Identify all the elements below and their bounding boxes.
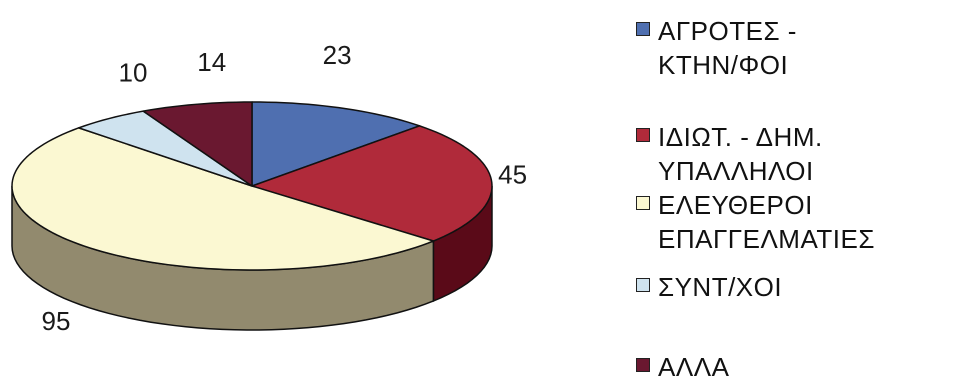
data-label-eleftheroi: 95 (42, 306, 71, 336)
legend-item-eleftheroi: ΕΛΕΥΘΕΡΟΙ ΕΠΑΓΓΕΛΜΑΤΙΕΣ (636, 188, 875, 256)
legend-item-alla: ΑΛΛΑ (636, 350, 729, 384)
data-labels: 23 45 95 10 14 (42, 40, 528, 336)
pie-chart-plot: 23 45 95 10 14 (11, 40, 528, 336)
data-label-agrotes: 23 (323, 40, 352, 70)
data-label-idiotikoi: 45 (498, 160, 527, 190)
pie-tops (11, 101, 493, 271)
data-label-syntaxiouxoi: 10 (119, 57, 148, 87)
legend-swatch-agrotes (636, 22, 650, 36)
legend-item-idiotikoi: ΙΔΙΩΤ. - ΔΗΜ. ΥΠΑΛΛΗΛΟΙ (636, 120, 823, 188)
legend-label-idiotikoi: ΙΔΙΩΤ. - ΔΗΜ. ΥΠΑΛΛΗΛΟΙ (658, 122, 823, 186)
slice-eleftheroi (11, 127, 435, 271)
slice-syntaxiouxoi (78, 110, 253, 187)
legend-label-syntaxiouxoi: ΣΥΝΤ/ΧΟΙ (658, 272, 783, 302)
slice-alla (142, 101, 253, 187)
legend-item-syntaxiouxoi: ΣΥΝΤ/ΧΟΙ (636, 270, 782, 304)
legend-swatch-idiotikoi (636, 128, 650, 142)
legend-swatch-syntaxiouxoi (636, 278, 650, 292)
data-label-alla: 14 (197, 47, 226, 77)
slice-idiotikoi (251, 125, 493, 242)
slice-agrotes (251, 101, 421, 187)
legend-label-eleftheroi: ΕΛΕΥΘΕΡΟΙ ΕΠΑΓΓΕΛΜΑΤΙΕΣ (658, 190, 875, 254)
legend-swatch-alla (636, 358, 650, 372)
legend-label-alla: ΑΛΛΑ (658, 352, 730, 382)
legend-swatch-eleftheroi (636, 196, 650, 210)
legend-item-agrotes: ΑΓΡΟΤΕΣ - ΚΤΗΝ/ΦΟΙ (636, 14, 797, 82)
legend: ΑΓΡΟΤΕΣ - ΚΤΗΝ/ΦΟΙ ΙΔΙΩΤ. - ΔΗΜ. ΥΠΑΛΛΗΛ… (636, 14, 955, 382)
legend-label-agrotes: ΑΓΡΟΤΕΣ - ΚΤΗΝ/ΦΟΙ (658, 16, 797, 80)
